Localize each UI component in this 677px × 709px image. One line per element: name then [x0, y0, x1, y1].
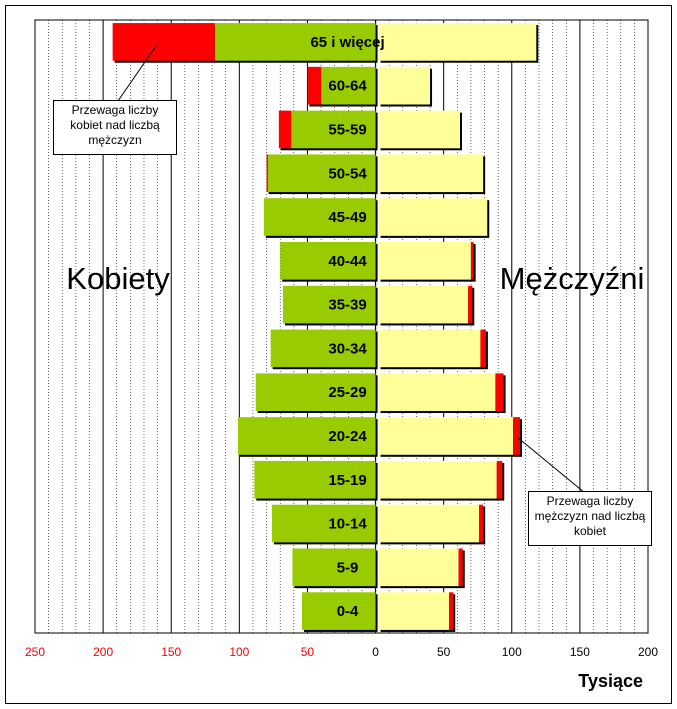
callout-men-excess: Przewaga liczby mężczyzn nad liczbą kobi…: [528, 491, 652, 546]
bar-layer: [112, 23, 539, 632]
women-group-label: Kobiety: [66, 261, 170, 296]
axis-unit-label: Tysiące: [578, 671, 643, 691]
x-tick-label: 200: [93, 645, 113, 659]
bar-men-25-29: [378, 373, 496, 412]
x-tick-label: 50: [437, 645, 451, 659]
x-tick-label: 50: [301, 645, 315, 659]
callout-leader-women: [117, 42, 159, 102]
bar-women-15-19: [254, 460, 376, 499]
bar-women-excess-55-59: [278, 110, 292, 149]
age-label: 55-59: [328, 121, 366, 138]
bar-men-50-54: [378, 154, 484, 193]
bar-women-30-34: [270, 329, 376, 368]
bar-men-45-49: [378, 198, 488, 236]
bar-men-5-9: [378, 548, 459, 587]
bar-women-50-54: [267, 154, 376, 193]
bar-women-excess-50-54: [266, 154, 268, 193]
bar-women-excess-65 i więcej: [112, 23, 215, 61]
bar-men-35-39: [378, 285, 469, 324]
tick-layer: 250 200 150 100 50 0 50 100 150 200: [25, 645, 658, 659]
age-label: 50-54: [328, 165, 367, 182]
age-label: 40-44: [328, 253, 367, 270]
men-group-label: Mężczyźni: [500, 261, 645, 296]
x-tick-label: 100: [502, 645, 522, 659]
age-label: 10-14: [328, 516, 367, 533]
age-label: 5-9: [337, 559, 359, 576]
bar-men-excess-5-9: [458, 548, 463, 587]
age-label: 0-4: [337, 603, 359, 620]
bar-women-60-64: [321, 66, 376, 105]
bar-men-55-59: [378, 110, 461, 149]
plot-border: [34, 19, 649, 634]
bar-men-excess-10-14: [479, 504, 484, 543]
bar-women-10-14: [272, 504, 376, 543]
age-label: 60-64: [328, 78, 367, 95]
chart-frame: [5, 5, 672, 704]
age-label: 15-19: [328, 472, 366, 489]
age-label: 20-24: [328, 428, 367, 445]
bar-women-excess-60-64: [307, 66, 322, 105]
bar-men-40-44: [378, 241, 471, 280]
bar-men-excess-25-29: [495, 373, 504, 412]
bar-women-20-24: [237, 417, 376, 455]
age-label: 25-29: [328, 384, 366, 401]
bar-women-45-49: [263, 198, 376, 236]
bar-women-65 i więcej: [214, 23, 376, 61]
age-label: 30-34: [328, 340, 367, 357]
bar-men-excess-0-4: [449, 592, 454, 630]
bar-men-excess-30-34: [480, 329, 486, 368]
bar-men-20-24: [378, 417, 514, 455]
bar-men-0-4: [378, 592, 450, 630]
bar-men-excess-15-19: [496, 460, 503, 499]
label-layer: 0-4 5-9 10-14 15-19 20-24 25-29 30-34 35-39 40-4…: [310, 34, 384, 620]
x-tick-label: 200: [638, 645, 658, 659]
bar-men-excess-40-44: [470, 241, 474, 280]
callout-women-excess: Przewaga liczby kobiet nad liczbą mężczy…: [53, 100, 177, 155]
bar-men-30-34: [378, 329, 481, 368]
age-label: 45-49: [328, 209, 366, 226]
x-tick-label: 150: [570, 645, 590, 659]
x-tick-label: 150: [161, 645, 181, 659]
bar-women-40-44: [280, 241, 376, 280]
callout-leader-men: [516, 436, 586, 494]
bar-men-15-19: [378, 460, 497, 499]
age-label: 65 i więcej: [310, 34, 384, 51]
x-tick-label: 250: [25, 645, 45, 659]
bar-men-60-64: [378, 66, 431, 105]
x-tick-label: 100: [229, 645, 249, 659]
bar-women-55-59: [291, 110, 376, 149]
bar-men-65 i więcej: [378, 23, 537, 61]
bar-women-5-9: [292, 548, 376, 587]
x-tick-label: 0: [372, 645, 379, 659]
bar-men-excess-35-39: [468, 285, 473, 324]
bar-women-25-29: [255, 373, 376, 412]
bar-women-0-4: [301, 592, 376, 630]
bar-women-35-39: [282, 285, 376, 324]
age-label: 35-39: [328, 297, 366, 314]
bar-men-excess-20-24: [513, 417, 520, 455]
bar-men-10-14: [378, 504, 480, 543]
